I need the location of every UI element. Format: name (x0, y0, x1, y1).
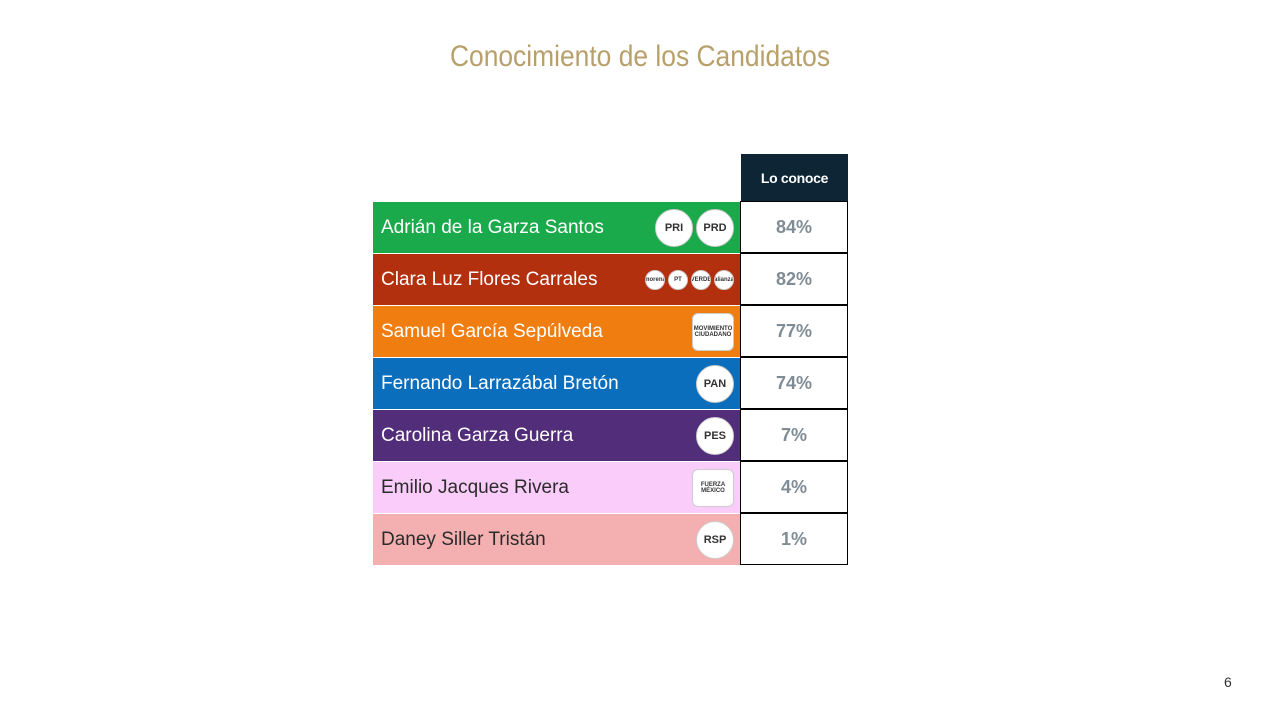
party-logo: PT (668, 269, 688, 290)
candidate-name: Carolina Garza Guerra (381, 424, 574, 446)
party-logo: PRI (655, 208, 693, 247)
party-logos: PRI PRD (655, 208, 740, 247)
party-logos: RSP (696, 520, 740, 559)
party-logos: PES (696, 416, 740, 455)
value-cell: 77% (740, 305, 848, 357)
party-logo: PRD (696, 208, 734, 247)
party-logo: RSP (696, 520, 734, 559)
value-cell: 4% (740, 461, 848, 513)
candidate-name: Clara Luz Flores Carrales (381, 268, 598, 290)
candidate-cell: Daney Siller Tristán RSP (373, 514, 740, 565)
value-cell: 1% (740, 513, 848, 565)
party-logo: MOVIMIENTO CIUDADANO (692, 312, 734, 351)
candidate-name: Fernando Larrazábal Bretón (381, 372, 619, 394)
candidate-cell: Emilio Jacques Rivera FUERZA MÉXICO (373, 462, 740, 513)
party-logos: MOVIMIENTO CIUDADANO (692, 312, 740, 351)
column-header: Lo conoce (741, 154, 848, 202)
candidate-name: Adrián de la Garza Santos (381, 216, 604, 238)
party-logos: morena PT VERDE alianza (645, 269, 740, 290)
value-cell: 7% (740, 409, 848, 461)
candidate-cell: Samuel García Sepúlveda MOVIMIENTO CIUDAD… (373, 306, 740, 357)
party-logo: PAN (696, 364, 734, 403)
party-logo: VERDE (691, 269, 711, 290)
candidate-cell: Fernando Larrazábal Bretón PAN (373, 358, 740, 409)
candidate-name: Emilio Jacques Rivera (381, 476, 569, 498)
value-cell: 74% (740, 357, 848, 409)
candidate-cell: Clara Luz Flores Carrales morena PT VERDE al… (373, 254, 740, 305)
candidate-name: Samuel García Sepúlveda (381, 320, 603, 342)
candidate-name: Daney Siller Tristán (381, 528, 546, 550)
party-logos: FUERZA MÉXICO (692, 468, 740, 507)
party-logo: alianza (714, 269, 734, 290)
party-logo: PES (696, 416, 734, 455)
candidate-cell: Carolina Garza Guerra PES (373, 410, 740, 461)
page-number: 6 (1224, 674, 1232, 690)
value-cell: 84% (740, 201, 848, 253)
party-logo: morena (645, 269, 665, 290)
slide-title: Conocimiento de los Candidatos (449, 40, 831, 73)
party-logos: PAN (696, 364, 740, 403)
party-logo: FUERZA MÉXICO (692, 468, 734, 507)
value-cell: 82% (740, 253, 848, 305)
candidate-cell: Adrián de la Garza Santos PRI PRD (373, 202, 740, 253)
